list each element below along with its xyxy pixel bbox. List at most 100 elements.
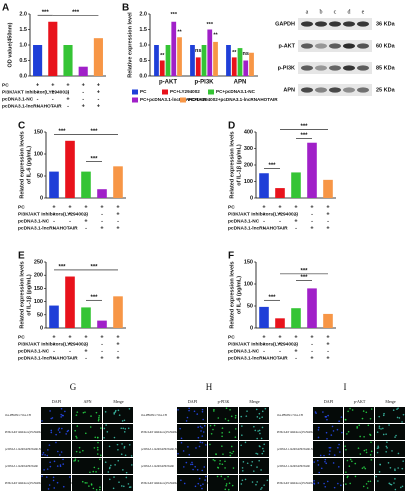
lane-label: a bbox=[306, 9, 309, 15]
cell-dot bbox=[90, 484, 93, 486]
sig-label: ** bbox=[232, 50, 237, 56]
cell-dot bbox=[319, 454, 322, 457]
cell-dot bbox=[370, 441, 372, 443]
cell-dot bbox=[367, 424, 370, 427]
condition-sign: + bbox=[116, 355, 119, 361]
y-tick-label: 150 bbox=[34, 286, 43, 292]
cell-dot bbox=[385, 433, 387, 435]
cell-dot bbox=[128, 486, 131, 489]
cell-dot bbox=[177, 409, 179, 411]
micrograph-cell bbox=[41, 458, 71, 474]
condition-sign: - bbox=[82, 96, 84, 102]
cell-dot bbox=[82, 411, 85, 414]
y-tick-label: 50 bbox=[37, 173, 43, 179]
cell-dot bbox=[96, 446, 99, 449]
cell-dot bbox=[259, 445, 261, 448]
sig-label: *** bbox=[90, 295, 98, 301]
cell-dot bbox=[41, 420, 43, 422]
cell-dot bbox=[219, 459, 221, 462]
cell-dot bbox=[230, 445, 233, 448]
cell-dot bbox=[241, 467, 244, 469]
cell-dot bbox=[106, 431, 109, 433]
micrograph-cell bbox=[375, 441, 405, 457]
cell-dot bbox=[313, 480, 315, 482]
cell-dot bbox=[73, 460, 75, 462]
cell-dot bbox=[256, 466, 258, 468]
bar bbox=[249, 52, 254, 76]
cell-dot bbox=[124, 454, 127, 457]
cell-dot bbox=[95, 489, 98, 491]
cell-dot bbox=[322, 411, 324, 413]
cell-dot bbox=[195, 447, 197, 449]
cell-dot bbox=[231, 452, 233, 455]
column-header: DAPI bbox=[188, 399, 198, 404]
cell-dot bbox=[254, 429, 257, 432]
cell-dot bbox=[108, 478, 111, 481]
condition-sign: - bbox=[295, 211, 297, 217]
cell-dot bbox=[217, 467, 220, 469]
condition-label: PC bbox=[2, 82, 9, 88]
cell-dot bbox=[200, 430, 202, 432]
legend-label: PC+pcDNA3.1-lncRNAHOTAIR bbox=[140, 97, 207, 102]
micrograph-cell bbox=[72, 441, 102, 457]
cell-dot bbox=[345, 483, 347, 485]
cell-dot bbox=[385, 445, 388, 448]
bar bbox=[93, 38, 103, 76]
cell-dot bbox=[234, 416, 237, 419]
cell-dot bbox=[180, 479, 182, 482]
cell-dot bbox=[113, 412, 116, 414]
cell-dot bbox=[46, 468, 49, 470]
cell-dot bbox=[366, 487, 369, 489]
condition-sign: - bbox=[279, 348, 281, 354]
bar bbox=[177, 37, 182, 76]
cell-dot bbox=[128, 443, 131, 446]
sig-label: *** bbox=[90, 129, 98, 135]
blot-row-label: p-AKT bbox=[279, 43, 296, 49]
condition-label: pcDNA3.1-lncRNAHOTAIR bbox=[2, 103, 62, 109]
blot-band bbox=[315, 21, 327, 27]
blot-row-label: p-PI3K bbox=[278, 65, 295, 71]
y-tick-label: 1.5 bbox=[19, 27, 27, 33]
y-tick-label: 200 bbox=[34, 273, 43, 279]
cell-dot bbox=[230, 415, 233, 418]
cell-dot bbox=[215, 453, 217, 456]
bar bbox=[49, 171, 59, 198]
cell-dot bbox=[330, 434, 333, 436]
cell-dot bbox=[112, 487, 115, 490]
condition-sign: + bbox=[326, 334, 329, 340]
cell-dot bbox=[332, 462, 335, 464]
cell-dot bbox=[260, 437, 263, 440]
condition-sign: - bbox=[52, 96, 54, 102]
bar bbox=[307, 288, 317, 328]
cell-dot bbox=[261, 410, 264, 413]
micrograph-cell bbox=[208, 475, 238, 491]
bar bbox=[226, 45, 231, 76]
cell-dot bbox=[365, 451, 368, 454]
cell-dot bbox=[398, 417, 401, 419]
cell-dot bbox=[224, 488, 227, 491]
cell-dot bbox=[370, 459, 373, 461]
bar bbox=[207, 29, 213, 76]
condition-sign: - bbox=[117, 218, 119, 224]
cell-dot bbox=[339, 451, 341, 453]
cell-dot bbox=[95, 411, 98, 414]
condition-sign: + bbox=[116, 341, 119, 347]
cell-dot bbox=[229, 451, 231, 454]
cell-dot bbox=[333, 486, 336, 489]
cell-dot bbox=[244, 441, 247, 444]
cell-dot bbox=[369, 417, 372, 420]
blot-band bbox=[329, 87, 341, 93]
cell-dot bbox=[401, 467, 404, 470]
bar bbox=[81, 171, 91, 198]
sig-label: *** bbox=[300, 275, 308, 281]
blot-row-label: GAPDH bbox=[275, 21, 295, 27]
condition-sign: - bbox=[327, 348, 329, 354]
condition-sign: + bbox=[310, 204, 313, 210]
condition-sign: - bbox=[37, 96, 39, 102]
condition-sign: - bbox=[117, 348, 119, 354]
condition-sign: + bbox=[97, 82, 100, 88]
condition-label: pcDNA3.1-NC bbox=[2, 96, 34, 102]
cell-dot bbox=[213, 410, 215, 412]
cell-dot bbox=[46, 454, 49, 457]
cell-dot bbox=[60, 416, 62, 418]
